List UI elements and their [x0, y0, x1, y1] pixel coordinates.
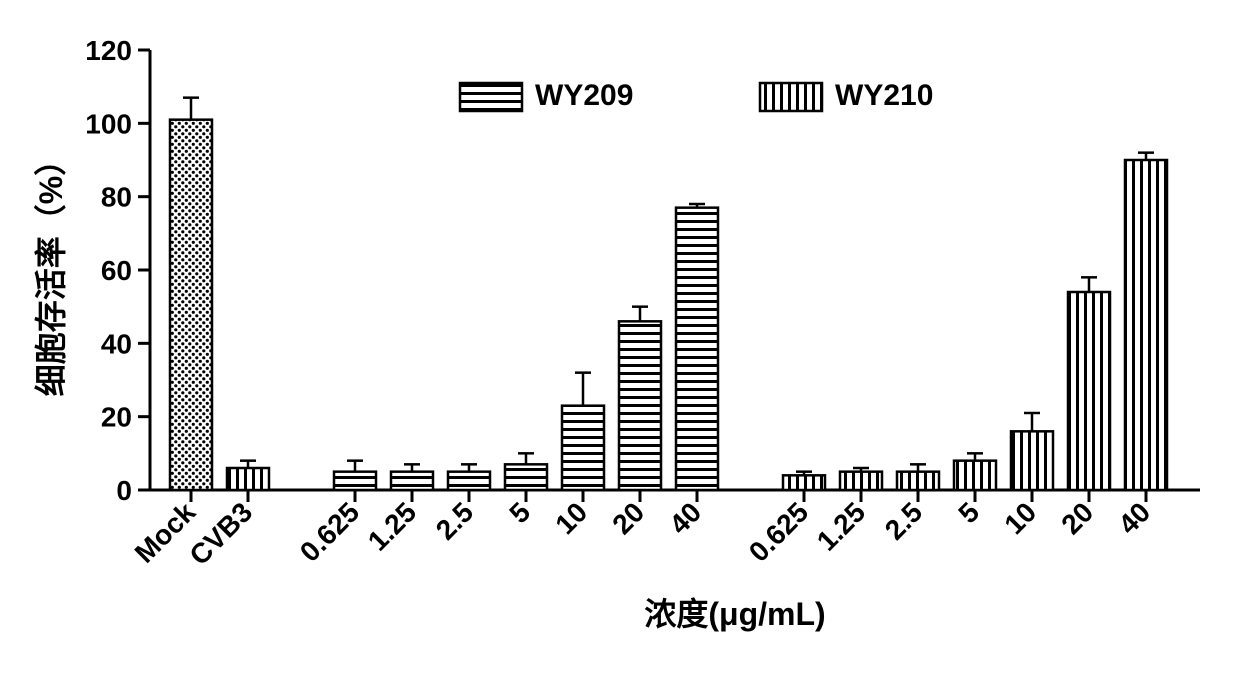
x-tick-label: 40 [663, 496, 707, 540]
x-tick-label: 2.5 [430, 496, 479, 545]
x-tick-label: 5 [503, 496, 536, 529]
svg-text:120: 120 [85, 35, 132, 66]
bar [1125, 160, 1167, 490]
bar [227, 468, 269, 490]
x-tick-label: 20 [606, 496, 650, 540]
bar [897, 472, 939, 490]
bar [1068, 292, 1110, 490]
x-tick-label: 40 [1112, 496, 1156, 540]
legend-swatch [460, 83, 522, 111]
bar-chart: 020406080100120细胞存活率（%）MockCVB30.6251.25… [20, 20, 1220, 655]
bar [334, 472, 376, 490]
bar [840, 472, 882, 490]
svg-text:20: 20 [101, 402, 132, 433]
chart-container: 020406080100120细胞存活率（%）MockCVB30.6251.25… [20, 20, 1220, 655]
x-tick-label: 0.625 [294, 496, 365, 567]
bar [505, 464, 547, 490]
x-tick-label: 10 [998, 496, 1042, 540]
x-tick-label: 20 [1055, 496, 1099, 540]
svg-text:0: 0 [116, 475, 132, 506]
svg-text:60: 60 [101, 255, 132, 286]
x-tick-label: 1.25 [811, 496, 871, 556]
bar [391, 472, 433, 490]
svg-text:100: 100 [85, 108, 132, 139]
bar [562, 406, 604, 490]
bar [954, 461, 996, 490]
x-tick-label: CVB3 [183, 496, 258, 571]
bar [783, 475, 825, 490]
legend-swatch [760, 83, 822, 111]
bar [448, 472, 490, 490]
legend-label: WY210 [835, 79, 933, 112]
x-tick-label: 0.625 [743, 496, 814, 567]
bar [619, 321, 661, 490]
svg-text:80: 80 [101, 182, 132, 213]
x-tick-label: 5 [952, 496, 985, 529]
x-tick-label: 10 [549, 496, 593, 540]
x-tick-label: 1.25 [362, 496, 422, 556]
svg-text:40: 40 [101, 328, 132, 359]
legend-label: WY209 [535, 79, 633, 112]
x-tick-label: 2.5 [879, 496, 928, 545]
y-axis-label: 细胞存活率（%） [33, 144, 69, 396]
x-tick-label: Mock [129, 496, 202, 569]
bar [170, 120, 212, 490]
x-axis-label: 浓度(μg/mL) [644, 596, 825, 632]
bar [1011, 431, 1053, 490]
bar [676, 208, 718, 490]
